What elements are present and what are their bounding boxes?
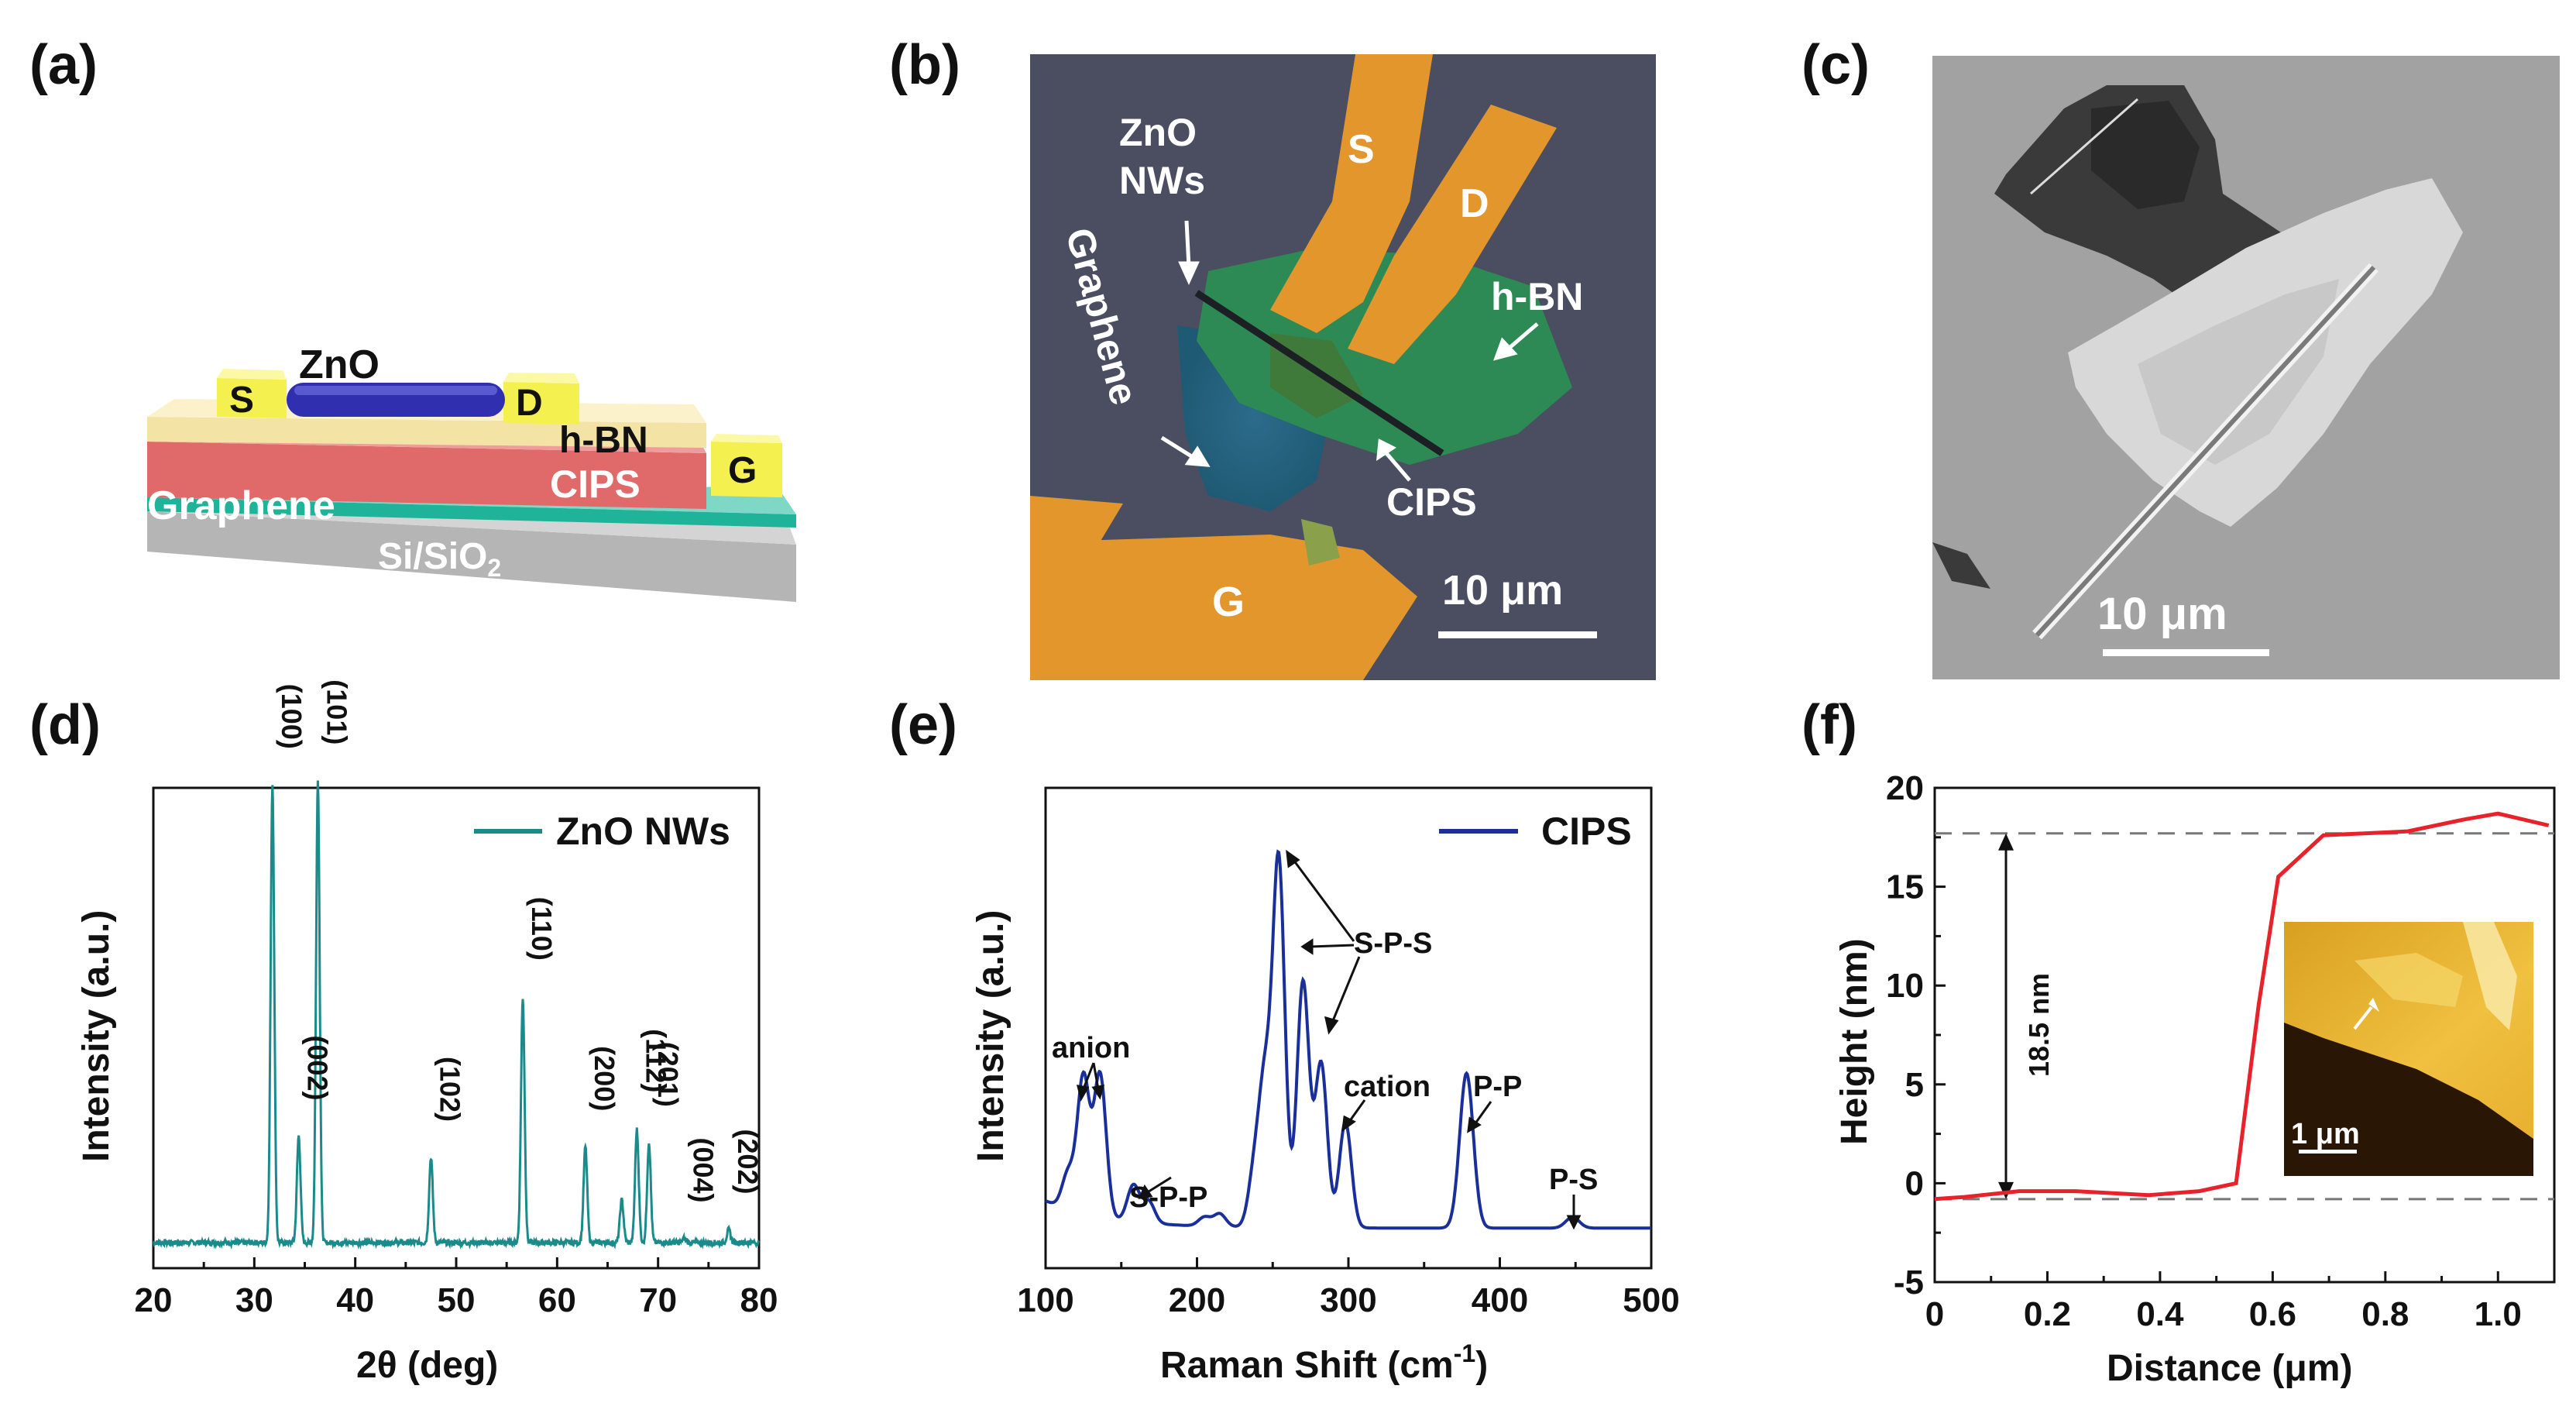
raman-annotation-ps: P-S [1549,1164,1598,1196]
optical-micrograph: ZnO NWs S D h-BN Graphene CIPS G 10 μm [1030,54,1656,680]
raman-annotation-cation: cation [1344,1071,1431,1103]
xrd-x-tick-label: 40 [336,1281,374,1319]
raman-x-tick-label: 300 [1320,1281,1376,1319]
xrd-peak-label: (110) [526,897,558,961]
raman-annotation-arrows [1076,849,1582,1230]
xrd-x-axis-title: 2θ (deg) [356,1345,498,1386]
xrd-legend-label: ZnO NWs [556,810,730,853]
afm-y-tick-label: 5 [1905,1066,1924,1104]
xrd-peak-label: (112) [640,1029,671,1092]
raman-annotation-anion: anion [1052,1032,1130,1064]
micrograph-arrows [1160,220,1539,482]
afm-inset-image: 1 μm [2284,922,2533,1176]
raman-annotation-sps: S-P-S [1354,927,1432,960]
raman-series-line [1045,849,1651,1230]
afm-height-annotation: 18.5 nm [2023,973,2055,1077]
micrograph-label-zno-1: ZnO [1119,111,1197,154]
raman-x-tick-label: 500 [1623,1281,1679,1319]
xrd-peak-label: (101) [321,679,352,744]
afm-y-tick-label: 15 [1886,868,1924,906]
afm-y-tick-label: 0 [1905,1164,1924,1202]
xrd-x-tick-label: 30 [235,1281,273,1319]
xrd-x-tick-label: 60 [538,1281,576,1319]
layer-label-s: S [229,380,254,421]
device-schematic: S ZnO D h-BN G CIPS Graphene Si/SiO2 [147,342,796,602]
layer-label-zno: ZnO [299,342,380,387]
raman-chart: 100 200 300 400 500 CIPS anion S-P-P S-P-S c… [970,786,1680,1386]
raman-x-tick-label: 200 [1169,1281,1225,1319]
layer-label-cips: CIPS [550,462,641,506]
xrd-peak-label: (200) [589,1046,620,1111]
raman-annotation-pp: P-P [1473,1071,1522,1103]
xrd-peak-label: (201) [652,1042,684,1107]
afm-height-arrow-bottom [1998,1181,2014,1199]
afm-x-tick-label: 0.6 [2249,1295,2296,1333]
raman-y-axis-title: Intensity (a.u.) [970,910,1012,1162]
afm-inset-scale-label: 1 μm [2291,1118,2360,1150]
layer-label-g: G [728,450,757,491]
xrd-peak-label: (202) [732,1129,764,1195]
xrd-peak-label: (100) [276,684,307,749]
panel-label-e: (e) [889,694,957,756]
micrograph-label-cips: CIPS [1386,480,1477,524]
panel-label-f: (f) [1801,694,1857,756]
afm-y-tick-label: -5 [1894,1264,1924,1301]
afm-height-arrow-top [1998,833,2014,851]
xrd-peak-label: (102) [434,1057,465,1122]
xrd-peak-label: (004) [688,1138,720,1203]
xrd-x-tick-label: 70 [639,1281,677,1319]
layer-label-graphene: Graphene [147,483,335,528]
micrograph-label-s: S [1348,127,1375,172]
xrd-plot-frame [152,786,761,1270]
layer-label-substrate: Si/SiO2 [378,536,501,582]
xrd-x-tick-label: 50 [438,1281,476,1319]
sem-image: 10 μm [1932,56,2560,679]
xrd-y-axis-title: Intensity (a.u.) [76,910,117,1162]
xrd-peak-label: (002) [302,1036,334,1101]
micrograph-label-g: G [1212,579,1245,625]
xrd-chart: 20 30 40 50 60 70 80 (100) (002) (101) (102) (110)… [76,679,778,1386]
layer-label-d: D [516,383,543,424]
afm-y-tick-label: 20 [1886,769,1924,807]
raman-x-axis-title: Raman Shift (cm-1) [1160,1339,1488,1386]
afm-y-tick-label: 10 [1886,967,1924,1005]
afm-inset-scale-bar [2299,1150,2357,1154]
micrograph-scale-label: 10 μm [1442,567,1563,614]
afm-x-tick-label: 0.8 [2361,1295,2409,1333]
panel-label-d: (d) [29,694,101,756]
micrograph-label-zno-2: NWs [1119,159,1205,202]
panel-label-c: (c) [1801,34,1870,96]
raman-legend-label: CIPS [1541,810,1632,853]
afm-y-axis-title: Height (nm) [1834,938,1875,1145]
panel-label-b: (b) [889,34,960,96]
sem-scale-label: 10 μm [2097,589,2227,639]
micrograph-label-d: D [1460,181,1489,226]
micrograph-scale-bar [1438,631,1597,638]
afm-x-tick-label: 0.2 [2024,1295,2071,1333]
afm-x-axis-title: Distance (μm) [2107,1348,2352,1389]
panel-label-a: (a) [29,34,98,96]
raman-x-tick-label: 100 [1017,1281,1073,1319]
raman-x-tick-label: 400 [1472,1281,1528,1319]
sem-scale-bar [2103,649,2269,656]
afm-x-tick-label: 1.0 [2475,1295,2522,1333]
xrd-x-tick-label: 20 [135,1281,173,1319]
xrd-x-tick-label: 80 [740,1281,778,1319]
layer-label-hbn: h-BN [559,420,648,461]
afm-x-tick-label: 0.4 [2136,1295,2184,1333]
afm-series-line [1934,811,2550,1202]
xrd-series-line [153,780,760,1250]
micrograph-label-hbn: h-BN [1491,275,1583,318]
afm-x-tick-label: 0 [1925,1295,1944,1333]
